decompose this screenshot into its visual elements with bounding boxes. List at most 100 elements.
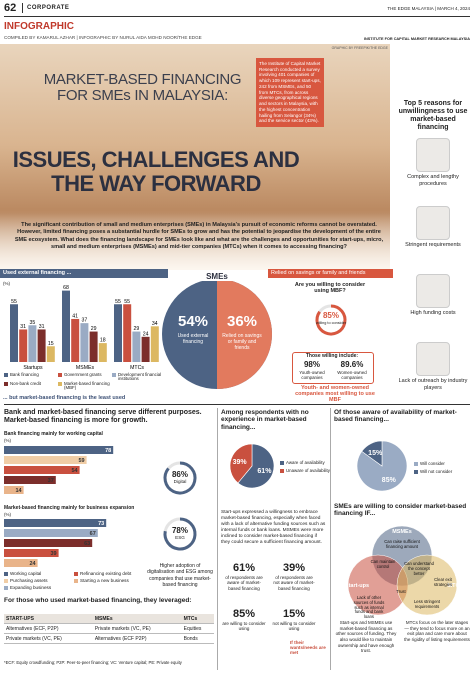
stat-label: not willing to consider using <box>272 621 316 632</box>
ring-arc <box>163 461 197 495</box>
stat-value: 15% <box>282 608 306 620</box>
reason-icon <box>416 274 450 308</box>
bar-label: 35 <box>30 320 36 326</box>
bar-label: 55 <box>11 299 17 305</box>
bar-label: 18 <box>100 338 106 344</box>
intro: The significant contribution of small an… <box>14 222 384 250</box>
bar <box>28 325 37 362</box>
hero-fade <box>0 210 390 270</box>
external-footer: ... but market-based financing is the le… <box>3 395 126 401</box>
include-box <box>292 352 374 384</box>
title-line: THE WAY FORWARD <box>51 171 261 196</box>
stat-label: are willing to consider using <box>222 621 266 632</box>
conditions-title: SMEs are willing to consider market-base… <box>334 503 467 518</box>
ring-value: 85% <box>322 311 339 320</box>
venn-item: Clear exit strategies <box>433 577 453 587</box>
legend-swatch <box>74 579 78 583</box>
reasons-title: Top 5 reasons for unwillingness to use m… <box>398 100 468 132</box>
bar <box>62 290 70 362</box>
aware-title: Of those aware of availability of market… <box>334 409 457 424</box>
bar-label: 54 <box>71 468 78 474</box>
reason-label: High funding costs <box>410 310 456 316</box>
table-cell: Equities <box>181 623 214 634</box>
bar <box>4 529 98 537</box>
slice-label: 85% <box>382 477 397 484</box>
legend-swatch <box>280 461 284 465</box>
legend-label: Aware of availability <box>286 460 325 465</box>
legend-label: Expanding business <box>10 585 52 590</box>
external-title: Used external financing ... <box>0 269 168 278</box>
bar-label: 37 <box>82 318 88 324</box>
venn-item: Lack of other sources of funds such as i… <box>353 595 385 620</box>
bar <box>4 559 38 567</box>
bar-label: 31 <box>39 324 45 330</box>
ring-arc <box>315 304 347 336</box>
group-label: Youth-owned companies <box>299 370 325 380</box>
table-cell: Alternatives (ECF, P2P) <box>4 623 93 634</box>
bar <box>4 486 24 494</box>
ring-value: 86% <box>171 470 188 479</box>
bar-label: 78 <box>105 448 111 454</box>
bar-label: 37 <box>48 478 54 484</box>
condition: If their wants/needs are met <box>290 640 326 655</box>
bar-label: 31 <box>20 324 26 330</box>
ring-bg <box>315 304 347 336</box>
bar <box>4 466 80 474</box>
conditions-note: Start-ups and MSMEs use market-based fin… <box>335 620 397 654</box>
stat-value: 61% <box>232 562 256 574</box>
unit: (%) <box>3 281 10 286</box>
ring-caption: ESG <box>175 535 185 540</box>
bar-label: 24 <box>143 331 149 337</box>
stat-label: Relied on savings or family and friends <box>222 333 262 351</box>
legend-swatch <box>58 373 62 377</box>
bar-label: 67 <box>90 531 96 537</box>
stat-value: 36% <box>226 313 258 330</box>
legend-swatch <box>4 382 8 386</box>
pie-slice <box>356 440 408 492</box>
group-value: 98% <box>303 360 320 369</box>
table-header: MSMEs <box>92 614 182 624</box>
bar <box>37 329 46 362</box>
bar <box>114 304 122 362</box>
legend-swatch <box>58 382 62 386</box>
bar <box>4 456 87 464</box>
bar <box>123 304 132 362</box>
title-top: MARKET-BASED FINANCING FOR SMEs IN MALAY… <box>43 71 242 104</box>
ring-caption: willing to consider <box>316 321 346 325</box>
legend-label: Purchasing assets <box>10 578 48 583</box>
bar-label: 34 <box>152 321 158 327</box>
reason-icon <box>416 206 450 240</box>
bar <box>98 343 107 362</box>
legend-label: Non-bank credit <box>10 380 41 386</box>
bar-label: 24 <box>29 561 36 567</box>
ring-arc <box>163 517 197 551</box>
no-experience-text: Start-ups expressed a willingness to emb… <box>221 510 326 545</box>
legend-swatch <box>4 373 8 377</box>
slice-label: 15% <box>368 450 383 457</box>
kicker: INFOGRAPHIC <box>4 21 74 32</box>
section: CORPORATE <box>27 5 70 11</box>
venn-group: Start-ups <box>344 583 370 589</box>
savings-header: Relied on savings or family and friends <box>268 269 393 278</box>
bar-label: 15 <box>48 341 54 347</box>
reason-label: Stringent requirements <box>405 242 461 248</box>
bar <box>4 476 56 484</box>
reason-label: Lack of outreach by industry players <box>398 378 468 391</box>
venn-group: MTCs <box>447 583 463 589</box>
venn-item: Can raise sufficient financing amount <box>384 539 420 549</box>
bar-label: 29 <box>91 326 97 332</box>
smes-half <box>217 279 272 389</box>
venn-item: Trust <box>396 589 406 594</box>
legend-label: Starting a new business <box>80 578 129 583</box>
bar <box>71 318 80 362</box>
legend-swatch <box>112 373 116 377</box>
group-label: Women-owned companies <box>337 370 367 380</box>
bar-label: 39 <box>50 551 56 557</box>
table-cell: Alternatives (ECF P2P) <box>92 633 182 644</box>
ring-value: 78% <box>171 526 188 535</box>
table-cell: Private markets (VC, PE) <box>4 633 93 644</box>
venn-circle <box>396 554 458 616</box>
stat-value: 39% <box>282 562 306 574</box>
no-experience-title: Among respondents with no experience in … <box>221 409 309 431</box>
source: INSTITUTE FOR CAPITAL MARKET RESEARCH MA… <box>363 37 470 41</box>
